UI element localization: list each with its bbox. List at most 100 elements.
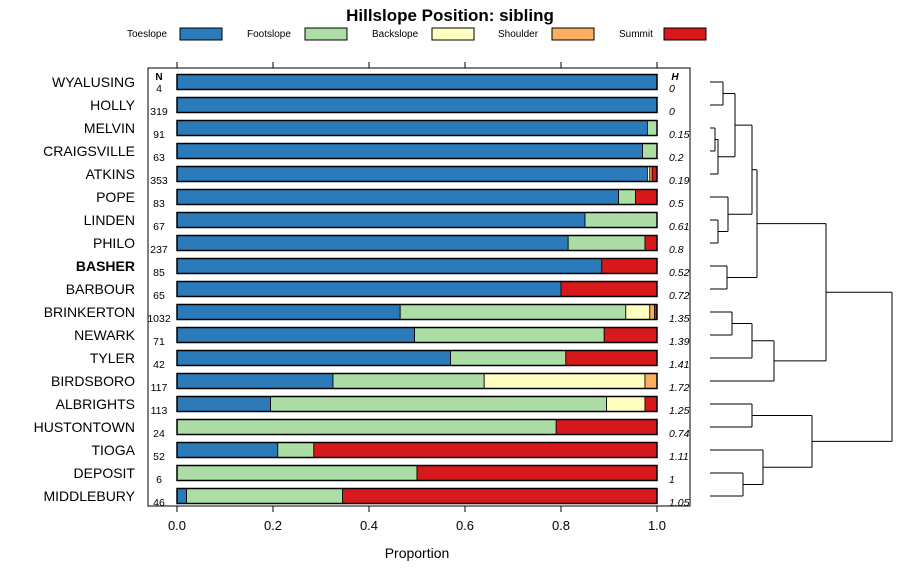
x-axis-title: Proportion <box>385 545 450 561</box>
legend-label-shoulder: Shoulder <box>498 29 539 40</box>
row-h-value: 0 <box>669 106 675 118</box>
bar-outline <box>176 165 658 183</box>
row-n-value: 67 <box>153 221 165 233</box>
row-h-value: 1.39 <box>669 336 690 348</box>
row-h-value: 0.15 <box>669 129 690 141</box>
row-n-value: 65 <box>153 290 165 302</box>
bar-segment-backslope <box>625 304 651 320</box>
row-label: BRINKERTON <box>44 304 135 320</box>
row-albrights: ALBRIGHTS 113 1.25 <box>56 395 690 417</box>
bar-outline <box>176 234 658 252</box>
row-h-value: 1.41 <box>669 359 689 371</box>
bar-segment-footslope <box>277 442 315 458</box>
bar-segment-footslope <box>584 212 658 228</box>
bar-outline <box>176 441 658 459</box>
row-n-value: 1032 <box>147 313 171 325</box>
bar-segment-summit <box>644 396 658 412</box>
row-label: PHILO <box>93 235 135 251</box>
bar-segment-toeslope <box>176 281 562 297</box>
row-n-value: 117 <box>151 382 168 394</box>
bar-segment-footslope <box>332 373 485 389</box>
bar-segment-footslope <box>176 419 557 435</box>
row-label: CRAIGSVILLE <box>43 143 135 159</box>
bar-segment-toeslope <box>176 304 401 320</box>
bar-segment-shoulder <box>644 373 658 389</box>
bar-segment-summit <box>601 258 658 274</box>
row-h-value: 0.2 <box>669 152 684 164</box>
row-label: DEPOSIT <box>74 465 136 481</box>
row-hustontown: HUSTONTOWN 24 0.74 <box>34 418 690 440</box>
bar-segment-summit <box>313 442 658 458</box>
bar-outline <box>176 372 658 390</box>
row-h-value: 0.8 <box>669 244 684 256</box>
row-n-value: 113 <box>151 405 168 417</box>
row-label: WYALUSING <box>52 74 135 90</box>
legend-swatch-toeslope <box>179 27 223 41</box>
row-n-value: 24 <box>153 428 165 440</box>
bar-segment-summit <box>603 327 658 343</box>
legend-label-toeslope: Toeslope <box>127 29 167 40</box>
bar-segment-toeslope <box>176 97 658 113</box>
bar-segment-toeslope <box>176 212 586 228</box>
x-tick-label: 0.0 <box>168 518 186 533</box>
bar-segment-summit <box>342 488 658 504</box>
row-newark: NEWARK 71 1.39 <box>74 326 690 348</box>
legend: Toeslope Footslope Backslope Shoulder Summit <box>127 27 707 41</box>
bar-segment-summit <box>560 281 658 297</box>
bar-outline <box>176 303 658 321</box>
bar-segment-shoulder <box>649 304 655 320</box>
bar-segment-footslope <box>270 396 608 412</box>
bar-segment-backslope <box>483 373 646 389</box>
row-n-value: 4 <box>156 83 162 95</box>
row-label: MIDDLEBURY <box>43 488 135 504</box>
row-h-value: 1.72 <box>669 382 690 394</box>
row-n-value: 52 <box>153 451 165 463</box>
plot-frame <box>147 67 691 507</box>
legend-label-summit: Summit <box>619 29 653 40</box>
bar-segment-toeslope <box>176 143 644 159</box>
bar-segment-toeslope <box>176 442 279 458</box>
row-h-value: 1.11 <box>669 451 689 463</box>
bar-segment-footslope <box>647 120 658 136</box>
bar-segment-footslope <box>642 143 658 159</box>
x-tick-label: 1.0 <box>648 518 666 533</box>
dendrogram <box>710 81 893 497</box>
bar-segment-footslope <box>618 189 636 205</box>
bar-segment-toeslope <box>176 166 648 182</box>
row-label: HUSTONTOWN <box>34 419 135 435</box>
row-n-value: 71 <box>153 336 165 348</box>
bar-segment-toeslope <box>176 488 188 504</box>
row-label: TYLER <box>90 350 135 366</box>
legend-swatch-summit <box>663 27 707 41</box>
bar-outline <box>176 96 658 114</box>
bar-segment-summit <box>555 419 658 435</box>
bar-segment-toeslope <box>176 258 603 274</box>
bar-outline <box>176 142 658 160</box>
h-column-header: H <box>671 72 679 83</box>
row-pope: POPE 83 0.5 <box>96 188 684 210</box>
bar-outline <box>176 280 658 298</box>
bar-outline <box>176 326 658 344</box>
row-h-value: 0.72 <box>669 290 690 302</box>
row-brinkerton: BRINKERTON 1032 1.35 <box>44 303 690 325</box>
bar-segment-toeslope <box>176 120 648 136</box>
row-label: BIRDSBORO <box>51 373 135 389</box>
row-n-value: 91 <box>153 129 165 141</box>
x-tick-label: 0.2 <box>264 518 282 533</box>
bar-outline <box>176 418 658 436</box>
bar-outline <box>176 211 658 229</box>
row-h-value: 0.19 <box>669 175 690 187</box>
row-birdsboro: BIRDSBORO 117 1.72 <box>51 372 690 394</box>
row-atkins: ATKINS 353 0.19 <box>85 165 690 187</box>
row-label: ATKINS <box>85 166 135 182</box>
bar-segment-footslope <box>567 235 646 251</box>
row-wyalusing: WYALUSING 4 0 <box>52 73 675 95</box>
row-h-value: 0.61 <box>669 221 689 233</box>
row-label: MELVIN <box>84 120 135 136</box>
row-melvin: MELVIN 91 0.15 <box>84 119 690 141</box>
row-basher: BASHER 85 0.52 <box>76 257 690 279</box>
bar-segment-toeslope <box>176 350 452 366</box>
row-h-value: 1 <box>669 474 675 486</box>
row-n-value: 319 <box>150 106 168 118</box>
